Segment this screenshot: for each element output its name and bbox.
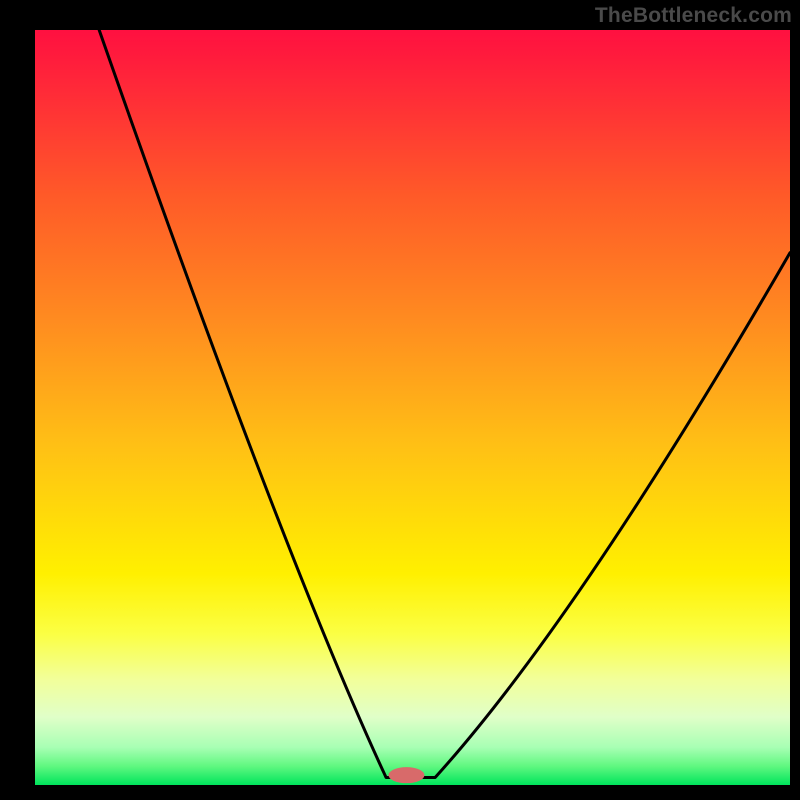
- watermark-text: TheBottleneck.com: [595, 4, 792, 28]
- plot-gradient-background: [35, 30, 790, 785]
- bottleneck-curve-chart: [0, 0, 800, 800]
- optimal-point-marker: [388, 767, 424, 783]
- chart-container: TheBottleneck.com: [0, 0, 800, 800]
